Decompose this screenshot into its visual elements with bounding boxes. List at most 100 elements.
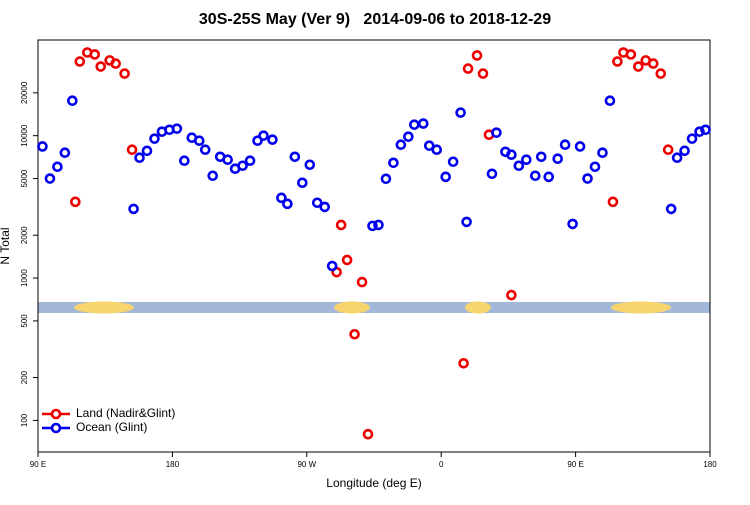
- point: [559, 139, 571, 151]
- point: [341, 254, 353, 266]
- point: [543, 171, 555, 183]
- point: [44, 173, 56, 184]
- point: [612, 56, 623, 67]
- point: [52, 161, 63, 173]
- point: [647, 58, 659, 69]
- point: [207, 170, 219, 182]
- point: [582, 173, 593, 184]
- legend-marker: [50, 422, 62, 434]
- y-tick-label: 10000: [20, 124, 29, 147]
- y-tick-label: 2000: [20, 226, 29, 244]
- point: [597, 147, 608, 159]
- point: [356, 276, 368, 288]
- point: [567, 218, 578, 230]
- point: [171, 123, 183, 134]
- point: [491, 127, 502, 138]
- point: [67, 95, 78, 107]
- point: [513, 160, 525, 172]
- point: [679, 145, 690, 157]
- y-tick-label: 500: [20, 314, 29, 328]
- point: [506, 289, 517, 301]
- y-axis-label: N Total: [0, 227, 12, 264]
- point: [199, 144, 211, 156]
- legend-marker: [50, 408, 62, 420]
- point: [417, 118, 429, 129]
- point: [276, 192, 287, 204]
- point: [423, 140, 435, 151]
- point: [128, 203, 139, 215]
- point: [282, 198, 293, 210]
- point: [95, 61, 107, 72]
- point: [193, 135, 205, 147]
- point: [589, 161, 601, 173]
- point: [252, 135, 263, 147]
- land-band: [611, 301, 671, 314]
- land-band: [74, 301, 134, 314]
- point: [335, 219, 347, 231]
- x-tick-label: 90 E: [30, 460, 46, 469]
- point: [222, 154, 233, 166]
- point: [70, 196, 81, 208]
- point: [388, 157, 399, 169]
- point: [349, 328, 360, 340]
- point: [455, 107, 466, 118]
- point: [431, 144, 443, 156]
- point: [362, 428, 374, 440]
- point: [237, 160, 248, 172]
- point: [74, 56, 86, 67]
- point: [461, 216, 472, 228]
- point: [477, 68, 489, 79]
- point: [59, 147, 71, 159]
- x-tick-label: 180: [166, 460, 180, 469]
- point: [37, 141, 48, 152]
- ocean-band: [38, 302, 710, 313]
- point: [662, 144, 674, 156]
- point: [395, 139, 407, 151]
- point: [89, 49, 101, 60]
- point: [289, 151, 301, 163]
- x-tick-label: 90 E: [567, 460, 583, 469]
- point: [267, 134, 278, 145]
- point: [149, 133, 160, 144]
- point: [700, 124, 711, 136]
- point: [440, 171, 451, 183]
- y-tick-label: 100: [20, 413, 29, 427]
- y-tick-label: 5000: [20, 169, 29, 187]
- point: [506, 149, 517, 161]
- point: [633, 61, 644, 72]
- point: [604, 95, 616, 107]
- point: [141, 145, 153, 157]
- point: [529, 170, 541, 182]
- point: [403, 131, 414, 142]
- point: [311, 197, 323, 209]
- plot-frame: [37, 39, 711, 453]
- point: [134, 152, 145, 164]
- point: [367, 220, 378, 232]
- point: [552, 153, 563, 165]
- point: [126, 144, 138, 156]
- y-tick-label: 200: [20, 370, 29, 384]
- surface-band: [38, 301, 710, 314]
- point: [607, 196, 619, 208]
- legend-label: Ocean (Glint): [76, 420, 147, 434]
- point: [319, 201, 331, 213]
- y-tick-label: 20000: [20, 81, 29, 104]
- point: [486, 168, 498, 180]
- x-tick-label: 90 W: [297, 460, 316, 469]
- point: [297, 177, 308, 189]
- x-tick-label: 180: [703, 460, 717, 469]
- legend-label: Land (Nadir&Glint): [76, 406, 175, 420]
- point: [686, 133, 698, 144]
- point: [119, 68, 130, 79]
- point: [447, 156, 459, 168]
- legend: Land (Nadir&Glint)Ocean (Glint): [42, 406, 175, 434]
- chart-title: 30S-25S May (Ver 9) 2014-09-06 to 2018-1…: [199, 11, 551, 28]
- x-tick-label: 0: [439, 460, 444, 469]
- point: [655, 68, 667, 79]
- point: [244, 155, 256, 167]
- point: [458, 357, 469, 369]
- y-tick-label: 1000: [20, 269, 29, 287]
- point: [179, 155, 190, 167]
